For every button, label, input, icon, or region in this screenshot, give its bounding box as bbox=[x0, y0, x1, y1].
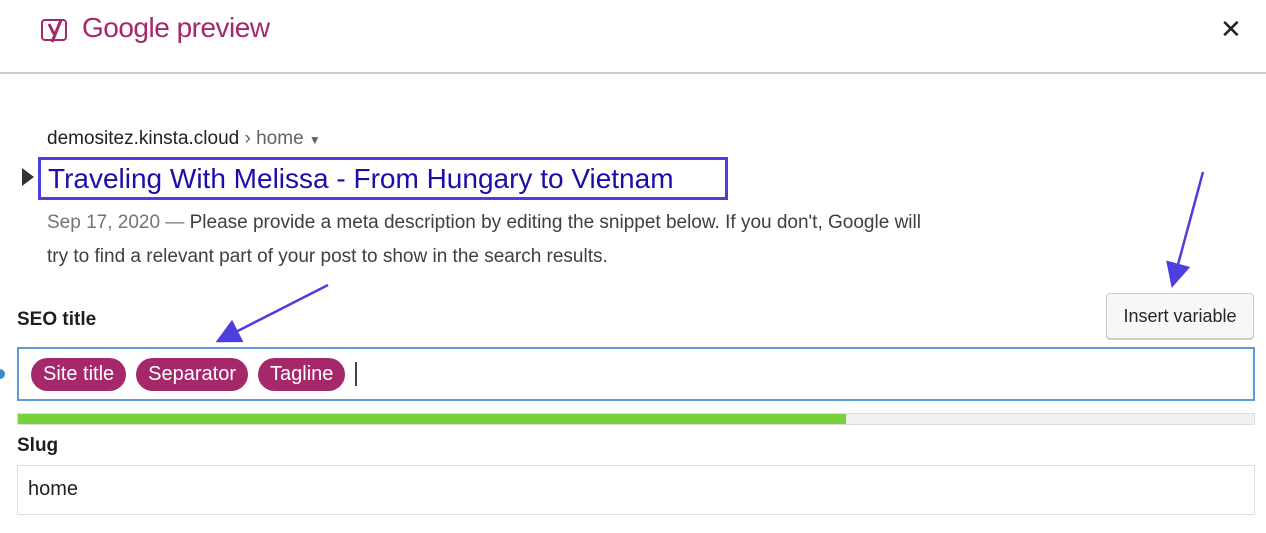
yoast-logo-icon bbox=[41, 19, 67, 43]
caret-right-icon bbox=[22, 168, 34, 186]
annotation-box bbox=[38, 157, 728, 200]
serp-title[interactable]: Traveling With Melissa - From Hungary to… bbox=[48, 163, 674, 194]
seo-title-input[interactable]: Site title Separator Tagline bbox=[17, 347, 1255, 401]
slug-label: Slug bbox=[17, 435, 59, 456]
seo-title-label: SEO title bbox=[17, 309, 97, 330]
text-cursor bbox=[355, 362, 358, 386]
variable-pill-site-title[interactable]: Site title bbox=[31, 357, 127, 391]
annotation-arrow bbox=[215, 283, 329, 343]
annotation-arrow bbox=[1166, 171, 1205, 288]
close-icon[interactable]: ✕ bbox=[1220, 14, 1242, 44]
divider bbox=[0, 72, 1266, 74]
slug-input[interactable]: home bbox=[17, 465, 1255, 515]
seo-title-progress-bar bbox=[17, 413, 1255, 425]
variable-pill-tagline[interactable]: Tagline bbox=[258, 357, 346, 391]
chevron-down-icon[interactable]: ▼ bbox=[308, 133, 321, 147]
insert-variable-button[interactable]: Insert variable bbox=[1106, 293, 1254, 339]
progress-fill bbox=[18, 414, 847, 424]
variable-pill-separator[interactable]: Separator bbox=[136, 357, 248, 391]
serp-description: Sep 17, 2020 — Please provide a meta des… bbox=[47, 206, 947, 274]
focus-indicator bbox=[0, 369, 5, 379]
serp-description-text: Please provide a meta description by edi… bbox=[47, 212, 921, 267]
serp-breadcrumb: › home bbox=[244, 128, 304, 149]
dialog-title: Google preview bbox=[82, 12, 270, 43]
serp-date: Sep 17, 2020 — bbox=[47, 212, 185, 233]
serp-domain: demositez.kinsta.cloud bbox=[47, 128, 240, 149]
serp-url: demositez.kinsta.cloud › home ▼ bbox=[47, 128, 321, 150]
